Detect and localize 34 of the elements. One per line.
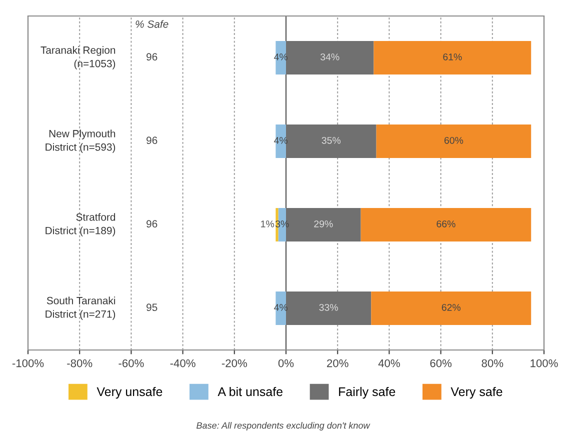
x-tick-label: 0% [278,359,294,368]
x-tick-label: 80% [482,359,504,368]
data-label: 33% [319,304,338,311]
annotation: 96 [146,53,158,61]
annotation: % Safe [136,20,168,28]
y-tick-label: Stratford District (n=189) [46,213,116,236]
legend-label: A bit unsafe [218,386,282,396]
legend-label: Very safe [450,386,502,399]
x-tick-label: -80% [67,359,92,368]
x-tick-label: -40% [170,359,196,368]
x-tick-label: 40% [378,359,400,368]
x-tick-label: -100% [12,359,44,368]
x-tick-label: -20% [222,359,247,368]
data-label: 61% [443,53,462,60]
y-tick-label: New Plymouth District (n=593) [46,130,116,153]
data-label: 62% [442,304,461,311]
annotation: 95 [146,304,158,312]
annotation: 96 [146,220,158,228]
legend-label: Very unsafe [96,386,162,399]
x-tick-label: 20% [327,359,348,368]
legend-label: Fairly safe [339,386,396,399]
x-tick-label: -60% [118,359,144,368]
data-label: 60% [444,136,464,144]
data-label: 34% [320,53,340,60]
y-tick-label: South Taranaki District (n=271) [46,296,116,320]
data-label: 1% [261,220,274,228]
data-label: 66% [436,220,456,228]
text: Base: All respondents excluding don't know [196,422,370,430]
data-label: 29% [314,220,333,228]
data-label: 35% [322,136,341,144]
x-tick-label: 60% [430,359,452,368]
annotation: 96 [146,136,158,144]
x-tick-label: 100% [530,359,558,368]
y-tick-label: Taranaki Region (n=1053) [40,46,116,70]
